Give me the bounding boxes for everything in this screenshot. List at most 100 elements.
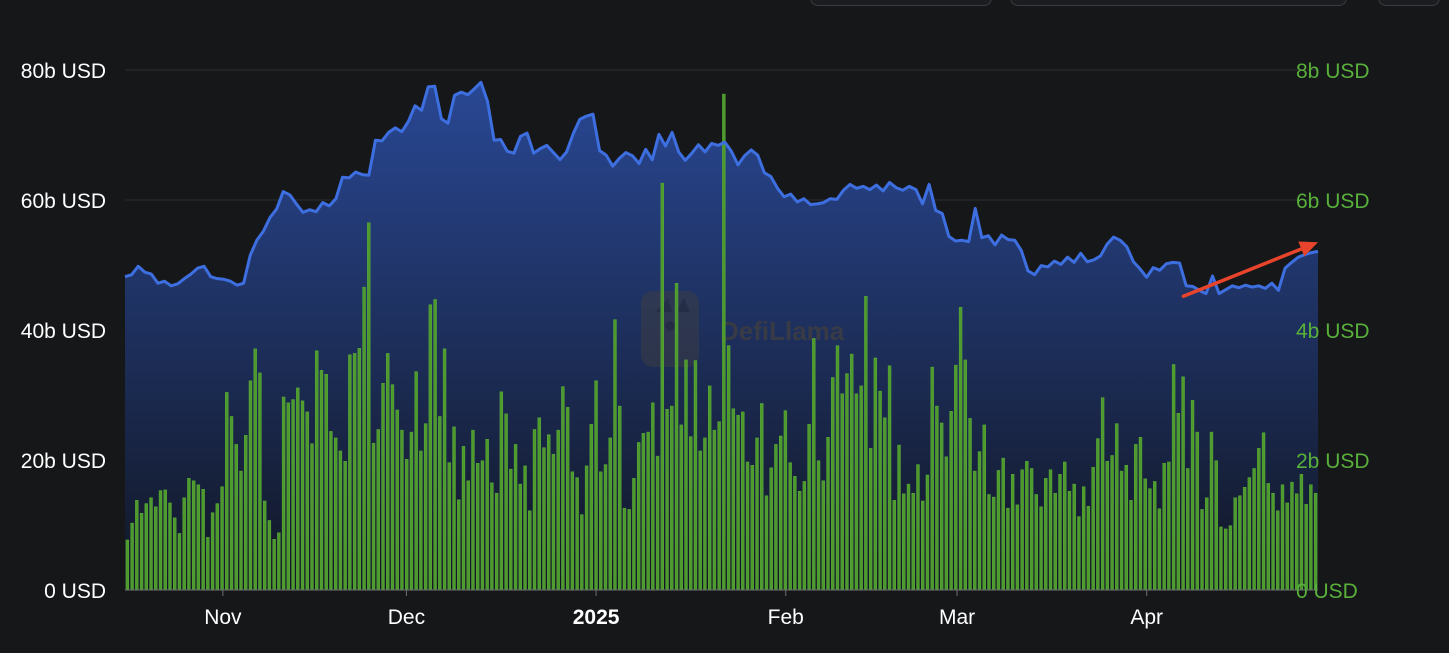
volume-bar	[154, 506, 158, 591]
volume-bar	[253, 348, 257, 591]
volume-bar	[717, 421, 721, 591]
volume-bar	[651, 402, 655, 591]
volume-bar	[840, 393, 844, 591]
volume-bar	[977, 451, 982, 591]
volume-bar	[229, 416, 234, 591]
volume-bar	[670, 405, 674, 591]
axes: 0 USD 20b USD 40b USD 60b USD 80b USD 0 USD 2b…	[21, 60, 1370, 629]
volume-bar	[973, 470, 977, 591]
volume-bar	[613, 319, 617, 591]
volume-bar	[703, 437, 707, 591]
volume-bar	[1134, 444, 1138, 591]
volume-bar	[267, 520, 272, 591]
volume-bar	[1285, 502, 1289, 591]
volume-bar	[310, 443, 314, 591]
volume-bar	[916, 464, 920, 591]
volume-bar	[750, 465, 754, 591]
volume-bar	[1242, 487, 1247, 591]
volume-bar	[1233, 497, 1237, 591]
volume-bar	[769, 467, 773, 591]
volume-bar	[1124, 465, 1128, 591]
volume-bar	[745, 461, 750, 591]
arrow-head	[1298, 241, 1318, 257]
volume-bar	[561, 386, 565, 591]
volume-bar	[1115, 423, 1119, 591]
volume-bar	[963, 359, 967, 591]
volume-bar	[1186, 468, 1190, 591]
volume-bar	[315, 350, 319, 591]
volume-bar	[551, 453, 556, 591]
volume-bar	[447, 462, 451, 591]
volume-bar	[906, 483, 911, 591]
volume-bar	[433, 299, 437, 591]
volume-bar	[859, 385, 863, 591]
volume-bar	[182, 497, 186, 591]
volume-bar	[958, 307, 963, 591]
x-tick-label: 2025	[573, 606, 620, 629]
volume-bar	[1261, 432, 1266, 591]
volume-bar	[1029, 468, 1034, 591]
volume-bar	[788, 462, 792, 591]
volume-bar	[982, 424, 986, 591]
volume-bar	[764, 495, 769, 591]
volume-bar	[191, 480, 196, 591]
volume-bar	[1039, 506, 1043, 591]
y-left-tick-label: 40b USD	[21, 320, 106, 343]
volume-bar	[272, 539, 276, 591]
volume-bar	[1271, 492, 1275, 591]
volume-bar	[1309, 484, 1313, 591]
volume-bar	[944, 456, 949, 591]
volume-bar	[646, 431, 650, 591]
volume-bar	[731, 408, 736, 591]
volume-bar	[125, 539, 130, 591]
volume-bar	[1010, 474, 1015, 591]
volume-bar	[674, 283, 679, 591]
volume-bar	[144, 503, 148, 591]
volume-bar	[627, 509, 631, 591]
volume-bar	[968, 418, 972, 591]
volume-bar	[1143, 478, 1147, 591]
volume-bar	[575, 477, 579, 591]
volume-bar	[608, 437, 612, 591]
volume-bar	[206, 537, 210, 591]
volume-bar	[1096, 438, 1100, 591]
volume-bar	[452, 426, 456, 591]
y-left-tick-label: 80b USD	[21, 60, 106, 83]
volume-bar	[783, 410, 788, 591]
volume-bar	[352, 353, 357, 591]
volume-bar	[1167, 461, 1171, 591]
volume-bar	[362, 286, 366, 591]
volume-bar	[641, 433, 646, 591]
volume-bar	[457, 499, 461, 591]
volume-bar	[523, 465, 527, 591]
volume-bar	[1247, 477, 1252, 591]
volume-bar	[632, 478, 636, 591]
volume-bar	[324, 374, 328, 591]
volume-bar	[911, 492, 915, 591]
volume-bar	[831, 377, 835, 591]
volume-bar	[1034, 494, 1038, 591]
volume-bar	[149, 497, 153, 591]
volume-bar	[1067, 491, 1072, 591]
tvl-area	[125, 82, 1318, 590]
volume-bar	[1313, 492, 1318, 591]
volume-bar	[286, 402, 290, 591]
volume-bar	[1200, 509, 1204, 591]
volume-bar	[499, 391, 504, 591]
volume-bar	[1276, 510, 1280, 591]
volume-bar	[679, 424, 683, 591]
volume-bar	[234, 444, 238, 591]
volume-bar	[1020, 469, 1024, 591]
volume-bar	[476, 463, 480, 591]
volume-bar	[797, 491, 802, 591]
volume-bar	[693, 360, 698, 591]
arrow-shaft	[1181, 247, 1304, 298]
volume-bar	[1295, 493, 1299, 591]
volume-bar	[173, 517, 177, 591]
volume-bar	[513, 444, 518, 591]
volume-bar	[490, 482, 494, 591]
volume-bar	[547, 434, 551, 591]
volume-bar	[281, 396, 286, 591]
volume-bar	[660, 182, 664, 591]
volume-bar	[163, 489, 167, 591]
